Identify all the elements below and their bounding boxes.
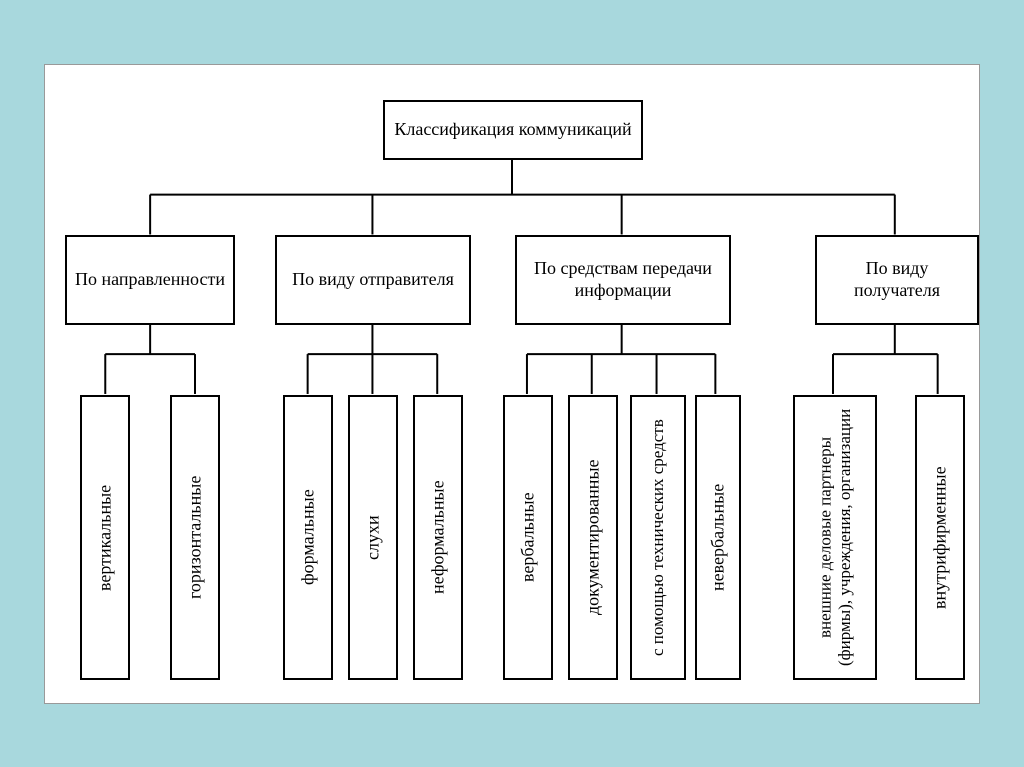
root-node: Классификация коммуникаций bbox=[383, 100, 643, 160]
leaf-node: вертикальные bbox=[80, 395, 130, 680]
leaf-node: вербальные bbox=[503, 395, 553, 680]
leaf-node: невербальные bbox=[695, 395, 741, 680]
leaf-node: слухи bbox=[348, 395, 398, 680]
leaf-node: формальные bbox=[283, 395, 333, 680]
leaf-node: документированные bbox=[568, 395, 618, 680]
category-node: По виду получателя bbox=[815, 235, 979, 325]
leaf-node: с помощью технических средств bbox=[630, 395, 686, 680]
leaf-node: внутрифирменные bbox=[915, 395, 965, 680]
leaf-node: горизонтальные bbox=[170, 395, 220, 680]
leaf-node: неформальные bbox=[413, 395, 463, 680]
leaf-node: внешние деловые партнеры (фирмы), учрежд… bbox=[793, 395, 877, 680]
category-node: По виду отправителя bbox=[275, 235, 471, 325]
diagram-canvas: Классификация коммуникаций По направленн… bbox=[44, 64, 980, 704]
category-node: По направленности bbox=[65, 235, 235, 325]
category-node: По средствам передачи информации bbox=[515, 235, 731, 325]
